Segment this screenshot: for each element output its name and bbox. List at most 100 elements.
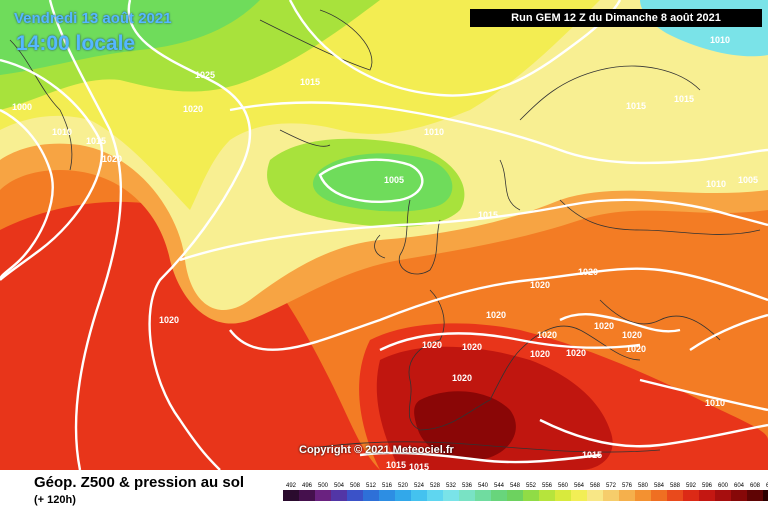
legend-swatch [363, 490, 379, 501]
legend-swatch [443, 490, 459, 501]
isobar-label: 1010 [710, 35, 730, 45]
legend-item: 568 [587, 482, 603, 501]
legend-item: 548 [507, 482, 523, 501]
isobar-label: 1020 [626, 344, 646, 354]
darkest-red-field [414, 391, 516, 461]
legend-swatch [315, 490, 331, 501]
legend-item: 564 [571, 482, 587, 501]
isobar-label: 1015 [626, 101, 646, 111]
legend-swatch [475, 490, 491, 501]
isobar-label: 1020 [566, 348, 586, 358]
legend-value: 548 [509, 483, 520, 489]
legend-item: 492 [283, 482, 299, 501]
isobar-label: 1020 [462, 342, 482, 352]
legend-value: 552 [525, 483, 536, 489]
isobar-label: 1010 [705, 398, 725, 408]
coastlines [9, 9, 761, 453]
legend-value: 556 [541, 483, 552, 489]
legend-item: 544 [491, 482, 507, 501]
isobar-labels: 1025 1015 1000 1010 1020 1015 1010 1020 … [12, 35, 758, 470]
legend-item: 496 [299, 482, 315, 501]
legend-item: 528 [427, 482, 443, 501]
green-north-field [0, 0, 260, 75]
legend-swatch [299, 490, 315, 501]
legend-value: 536 [461, 483, 472, 489]
legend-value: 580 [637, 483, 648, 489]
legend-item: 512 [363, 482, 379, 501]
legend-value: 576 [621, 483, 632, 489]
legend-item: 540 [475, 482, 491, 501]
legend-item: 560 [555, 482, 571, 501]
legend-value: 544 [493, 483, 504, 489]
isobar-label: 1005 [384, 175, 404, 185]
legend-item: 600 [715, 482, 731, 501]
legend-value: 604 [733, 483, 744, 489]
isobar-label: 1020 [578, 267, 598, 277]
legend-swatch [731, 490, 747, 501]
isobar-label: 1005 [738, 175, 758, 185]
legend-swatch [619, 490, 635, 501]
atlantic-red-field [0, 201, 380, 470]
legend-swatch [683, 490, 699, 501]
legend-swatch [411, 490, 427, 501]
isobar-label: 1010 [706, 179, 726, 189]
isobars [0, 0, 768, 470]
legend-item: 532 [443, 482, 459, 501]
legend-swatch [667, 490, 683, 501]
pressure-map: 1025 1015 1000 1010 1020 1015 1010 1020 … [0, 0, 768, 470]
legend-swatch [699, 490, 715, 501]
legend-item: 608 [747, 482, 763, 501]
legend-item: 516 [379, 482, 395, 501]
legend-value: 568 [589, 483, 600, 489]
legend-value: 496 [301, 483, 312, 489]
legend-swatch [379, 490, 395, 501]
legend-swatch [587, 490, 603, 501]
isobar-label: 1015 [386, 460, 406, 470]
legend-value: 572 [605, 483, 616, 489]
isobar-label: 1020 [486, 310, 506, 320]
legend-value: 532 [445, 483, 456, 489]
legend-swatch [651, 490, 667, 501]
legend-value: 560 [557, 483, 568, 489]
isobar-label: 1020 [530, 349, 550, 359]
legend-value: 524 [413, 483, 424, 489]
legend-value: 600 [717, 483, 728, 489]
isobar-label: 1020 [183, 104, 203, 114]
legend-item: 612 [763, 482, 768, 501]
legend-item: 556 [539, 482, 555, 501]
legend-value: 588 [669, 483, 680, 489]
legend-swatch [555, 490, 571, 501]
legend-item: 604 [731, 482, 747, 501]
legend-value: 584 [653, 483, 664, 489]
isobar-label: 1015 [86, 136, 106, 146]
legend-value: 596 [701, 483, 712, 489]
legend-swatch [491, 490, 507, 501]
isobar-label: 1015 [409, 462, 429, 470]
isobar-label: 1020 [537, 330, 557, 340]
legend-value: 592 [685, 483, 696, 489]
legend-item: 504 [331, 482, 347, 501]
isobar-label: 1020 [452, 373, 472, 383]
isobar-label: 1000 [12, 102, 32, 112]
isobar-label: 1020 [102, 154, 122, 164]
isobar-label: 1020 [594, 321, 614, 331]
legend-item: 520 [395, 482, 411, 501]
isobar-label: 1020 [422, 340, 442, 350]
legend-swatch [763, 490, 768, 501]
legend-swatch [747, 490, 763, 501]
isobar-label: 1015 [300, 77, 320, 87]
legend-swatch [603, 490, 619, 501]
legend-value: 520 [397, 483, 408, 489]
legend-swatch [507, 490, 523, 501]
legend-swatch [331, 490, 347, 501]
legend-value: 516 [381, 483, 392, 489]
legend-swatch [635, 490, 651, 501]
isobar-label: 1010 [52, 127, 72, 137]
legend-item: 584 [651, 482, 667, 501]
legend-value: 500 [317, 483, 328, 489]
isobar-label: 1015 [674, 94, 694, 104]
isobar-label: 1025 [195, 70, 215, 80]
legend-swatch [571, 490, 587, 501]
legend-value: 612 [765, 483, 768, 489]
forecast-date: Vendredi 13 août 2021 [14, 10, 172, 27]
